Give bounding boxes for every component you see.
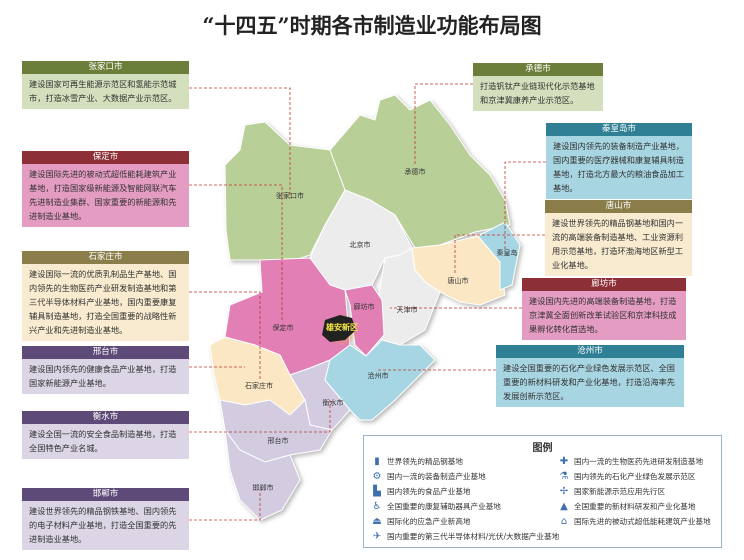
legend-label: 全国重要的康复辅助器具产业基地 <box>387 502 501 511</box>
house-icon: ⌂ <box>560 516 568 527</box>
box-title: 保定市 <box>22 151 189 164</box>
box-text: 建设国际先进的被动式超低能耗建筑产业基地，打造国家级新能源及智能网联汽车先进制造… <box>22 164 189 227</box>
legend-label: 国际先进的被动式超低能耗建筑产业基地 <box>574 517 711 526</box>
box-text: 建设国内先进的高端装备制造基地，打造京津冀全面创新改革试验区和京津科技成果孵化转… <box>522 291 686 340</box>
legend-label: 国内领先的食品产业基地 <box>387 487 471 496</box>
label-cangzhou: 沧州市 <box>368 371 389 380</box>
box-shijiazhuang: 石家庄市 建设国际一流的优质乳制品生产基地、国内领先的生物医药产业研发制造基地和第… <box>22 251 189 341</box>
box-tangshan: 唐山市 建设世界领先的精品钢基地和国内一流的高端装备制造基地、工业资源利用示范基地… <box>545 200 692 276</box>
label-shijiazhuang: 石家庄市 <box>245 381 273 390</box>
label-tangshan: 唐山市 <box>448 276 469 285</box>
legend-item: ▲ 全国重要的新材料研发和产业化基地 <box>559 501 696 512</box>
region-xiongan[interactable] <box>322 315 356 342</box>
label-zhangjiakou: 张家口市 <box>276 191 304 200</box>
legend-item: ✚ 国内一流的生物医药先进研发制造基地 <box>559 456 703 467</box>
box-langfang: 廊坊市 建设国内先进的高端装备制造基地，打造京津冀全面创新改革试验区和京津科技成果… <box>522 278 686 340</box>
box-title: 承德市 <box>473 63 603 76</box>
box-title: 沧州市 <box>496 345 684 358</box>
connector-lines <box>189 83 546 521</box>
legend: 图例 ▮ 世界领先的精品钢基地 ⚙ 国内一流的装备制造产业基地 ▙ 国内领先的食品产业基地… <box>363 435 722 548</box>
box-title: 廊坊市 <box>522 278 686 291</box>
box-title: 邯郸市 <box>22 488 189 501</box>
box-text: 建设国家可再生能源示范区和氢能示范城市，打造冰雪产业、大数据产业示范区。 <box>22 74 189 109</box>
legend-item: ✢ 国家新能源示范应用先行区 <box>559 486 665 497</box>
box-chengde: 承德市 打造钒钛产业链现代化示范基地和京津冀康养产业示范区。 <box>473 63 603 111</box>
label-handan: 邯郸市 <box>253 483 274 492</box>
legend-item: ▙ 国内领先的食品产业基地 <box>372 486 471 497</box>
legend-item: ▮ 世界领先的精品钢基地 <box>372 456 463 467</box>
box-handan: 邯郸市 建设世界领先的精品钢铁基地、国内领先的电子材料产业基地，打造全国重要的先进… <box>22 488 189 550</box>
box-text: 建设全国重要的石化产业绿色发展示范区、全国重要的新材料研发和产业化基地，打造沿海… <box>496 358 684 407</box>
box-text: 建设世界领先的精品钢基地和国内一流的高端装备制造基地、工业资源利用示范基地，打造… <box>545 213 692 276</box>
flask-icon: ⚗ <box>559 471 569 482</box>
legend-item: ⚙ 国内一流的装备制造产业基地 <box>372 471 486 482</box>
box-hengshui: 衡水市 建设全国一流的安全食品制造基地，打造全国特色产业名城。 <box>22 411 189 459</box>
label-tianjin: 天津市 <box>397 305 418 314</box>
box-text: 建设国际一流的优质乳制品生产基地、国内领先的生物医药产业研发制造基地和第三代半导… <box>22 264 189 341</box>
gear-icon: ⚙ <box>372 471 382 482</box>
box-text: 建设国内领先的装备制造产业基地，国内重要的医疗器械和康复辅具制造基地，打造北方最… <box>546 136 692 199</box>
wheelchair-icon: ♿ <box>372 501 382 512</box>
legend-item: ✈ 国内重要的第三代半导体材料/光伏/大数据产业基地 <box>372 531 559 542</box>
box-text: 建设国内领先的健康食品产业基地，打造国家新能源产业基地。 <box>22 359 189 394</box>
legend-item: ⏏ 国际化的应急产业新高地 <box>372 516 471 527</box>
legend-item: ⌂ 国际先进的被动式超低能耗建筑产业基地 <box>559 516 711 527</box>
label-baoding: 保定市 <box>273 323 294 332</box>
legend-item: ⚗ 国内领先的石化产业绿色发展示范区 <box>559 471 696 482</box>
legend-label: 全国重要的新材料研发和产业化基地 <box>574 502 696 511</box>
box-xingtai: 邢台市 建设国内领先的健康食品产业基地，打造国家新能源产业基地。 <box>22 346 189 394</box>
box-title: 邢台市 <box>22 346 189 359</box>
label-hengshui: 衡水市 <box>323 398 344 407</box>
box-title: 衡水市 <box>22 411 189 424</box>
box-title: 唐山市 <box>545 200 692 213</box>
label-langfang: 廊坊市 <box>354 302 375 311</box>
label-beijing: 北京市 <box>350 240 371 249</box>
legend-label: 国际化的应急产业新高地 <box>387 517 471 526</box>
alarm-icon: ⏏ <box>372 516 382 527</box>
box-qinhuangdao: 秦皇岛市 建设国内领先的装备制造产业基地，国内重要的医疗器械和康复辅具制造基地，打… <box>546 123 692 199</box>
medicine-icon: ✚ <box>559 456 569 467</box>
legend-label: 国内重要的第三代半导体材料/光伏/大数据产业基地 <box>387 532 560 541</box>
legend-item: ♿ 全国重要的康复辅助器具产业基地 <box>372 501 501 512</box>
box-cangzhou: 沧州市 建设全国重要的石化产业绿色发展示范区、全国重要的新材料研发和产业化基地，打… <box>496 345 684 407</box>
label-qinhuangdao: 秦皇岛 <box>497 248 518 257</box>
page-title: “十四五”时期各市制造业功能布局图 <box>202 13 542 38</box>
legend-label: 世界领先的精品钢基地 <box>387 457 463 466</box>
legend-label: 国内领先的石化产业绿色发展示范区 <box>574 472 696 481</box>
box-text: 建设全国一流的安全食品制造基地，打造全国特色产业名城。 <box>22 424 189 459</box>
box-text: 打造钒钛产业链现代化示范基地和京津冀康养产业示范区。 <box>473 76 603 111</box>
legend-label: 国家新能源示范应用先行区 <box>574 487 666 496</box>
legend-label: 国内一流的装备制造产业基地 <box>387 472 486 481</box>
satellite-icon: ✈ <box>372 531 382 542</box>
box-title: 张家口市 <box>22 61 189 74</box>
legend-title: 图例 <box>532 443 553 454</box>
region-handan[interactable] <box>224 428 301 521</box>
bottle-icon: ▲ <box>560 501 568 512</box>
wind-turbine-icon: ✢ <box>559 486 569 497</box>
label-chengde: 承德市 <box>405 167 426 176</box>
box-title: 石家庄市 <box>22 251 189 264</box>
steel-icon: ▮ <box>374 456 380 467</box>
label-xiongan: 雄安新区 <box>325 322 358 332</box>
label-xingtai: 邢台市 <box>268 436 289 445</box>
box-baoding: 保定市 建设国际先进的被动式超低能耗建筑产业基地，打造国家级新能源及智能网联汽车先… <box>22 151 189 227</box>
factory-icon: ▙ <box>373 486 381 497</box>
box-title: 秦皇岛市 <box>546 123 692 136</box>
box-text: 建设世界领先的精品钢铁基地、国内领先的电子材料产业基地，打造全国重要的先进制造业… <box>22 501 189 550</box>
box-zhangjiakou: 张家口市 建设国家可再生能源示范区和氢能示范城市，打造冰雪产业、大数据产业示范区。 <box>22 61 189 109</box>
legend-label: 国内一流的生物医药先进研发制造基地 <box>574 457 704 466</box>
